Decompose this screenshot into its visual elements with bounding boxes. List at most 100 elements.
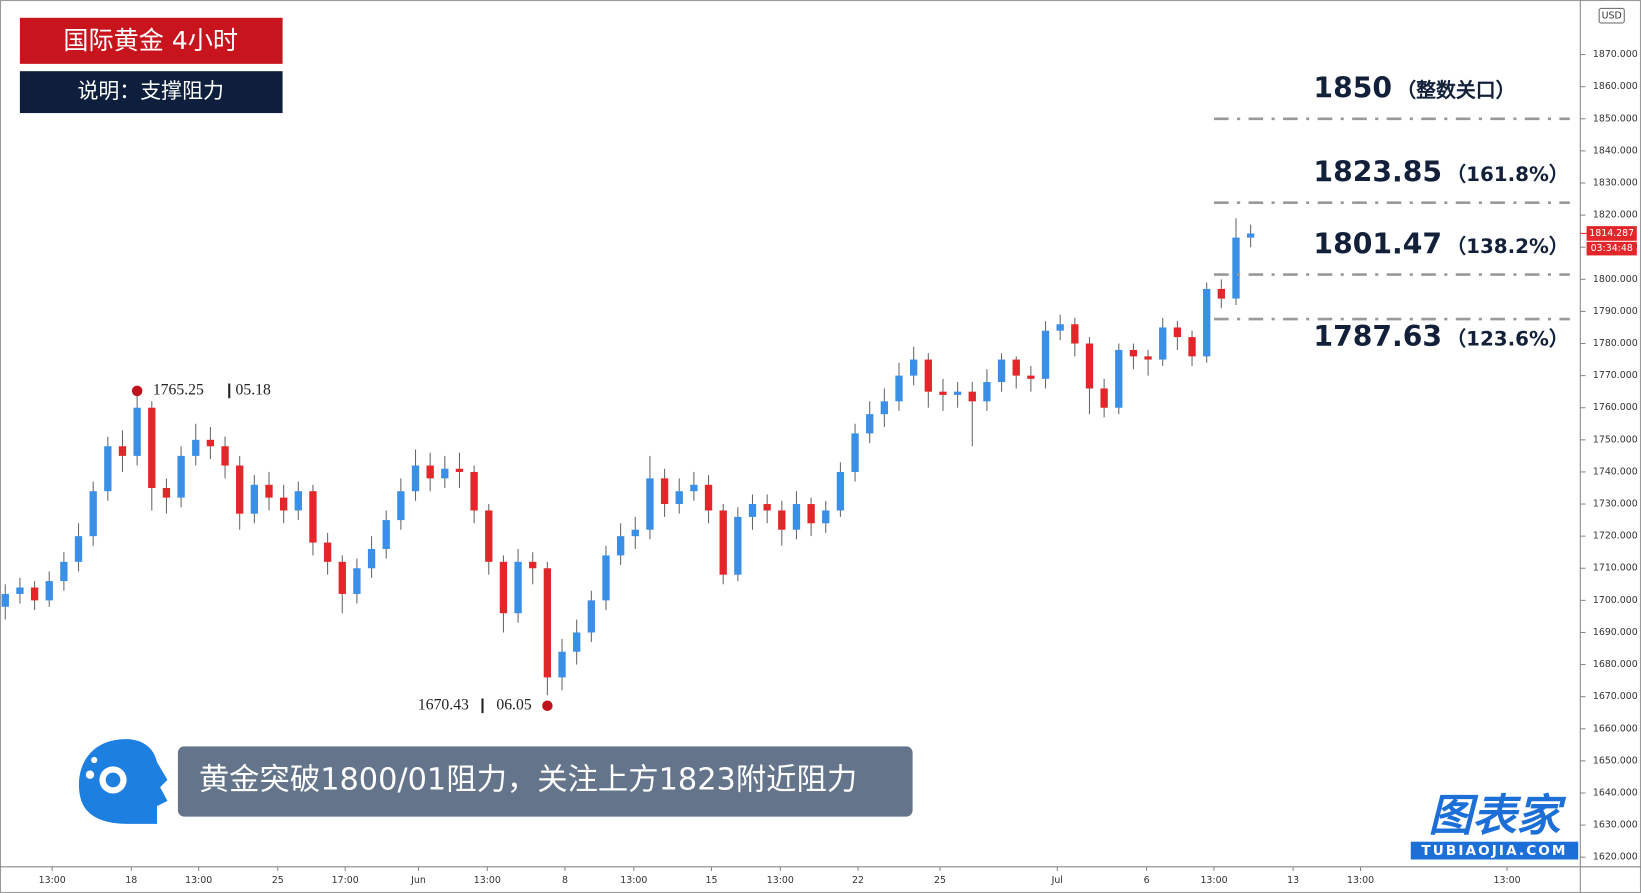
candle-body	[1144, 356, 1152, 360]
candle-body	[1100, 388, 1108, 408]
candle-body	[382, 520, 390, 549]
candle-body	[997, 359, 1006, 383]
candle-body	[558, 651, 566, 678]
candle-body	[1159, 327, 1167, 360]
candle-body	[323, 542, 332, 562]
candle-body	[909, 359, 918, 376]
candle-body	[265, 484, 273, 498]
candle-body	[499, 561, 508, 614]
candle-body	[1188, 337, 1196, 357]
candle-body	[953, 391, 962, 395]
candle-body	[734, 516, 742, 575]
candle-body	[148, 407, 156, 488]
candle-body	[353, 568, 361, 594]
logo: 图表家	[1429, 791, 1567, 842]
candle-body	[250, 484, 259, 514]
candle-body	[602, 555, 610, 601]
x-tick-label: 13:00	[1347, 875, 1374, 886]
y-tick-label: 1670.000	[1593, 691, 1638, 702]
candle-body	[631, 529, 639, 537]
y-tick-label: 1860.000	[1593, 81, 1638, 92]
candle-body	[1129, 349, 1138, 357]
extreme-date: 06.05	[496, 696, 531, 713]
x-tick-label: Jun	[410, 875, 426, 886]
subtitle: 说明：支撑阻力	[77, 79, 223, 103]
caption-box	[177, 746, 913, 817]
title: 国际黄金 4小时	[63, 26, 238, 55]
candle-body	[16, 587, 24, 594]
candle-body	[118, 446, 127, 456]
y-tick-label: 1850.000	[1593, 113, 1638, 124]
extreme-marker	[131, 385, 143, 397]
candle-body	[792, 504, 801, 530]
candle-body	[74, 536, 83, 562]
x-tick-label: 13:00	[767, 875, 794, 886]
candle-body	[470, 471, 478, 511]
candle-body	[1115, 349, 1123, 408]
candle-body	[1203, 288, 1211, 357]
y-tick-label: 1730.000	[1593, 499, 1638, 510]
candle-body	[104, 446, 112, 492]
candle-body	[763, 504, 771, 511]
candle-body	[1, 593, 9, 607]
candle-body	[397, 491, 405, 521]
candle-body	[1071, 324, 1079, 344]
candle-body	[1246, 233, 1255, 238]
last-price-box	[1586, 226, 1637, 241]
level-note: （138.2%）	[1446, 235, 1569, 258]
x-tick-label: 17:00	[332, 875, 359, 886]
x-tick-label: 15	[705, 875, 717, 886]
candle-body	[939, 391, 947, 395]
candle-body	[704, 484, 713, 511]
y-tick-label: 1710.000	[1593, 563, 1638, 574]
y-tick-label: 1720.000	[1593, 531, 1638, 542]
candle-body	[529, 561, 537, 569]
candle-body	[1012, 359, 1020, 376]
y-tick-label: 1750.000	[1593, 434, 1638, 445]
y-tick-label: 1660.000	[1593, 723, 1638, 734]
candle-body	[177, 455, 185, 498]
x-tick-label: 13:00	[39, 875, 66, 886]
candle-body	[1232, 237, 1240, 299]
candle-body	[236, 465, 244, 514]
level-note: （整数关口）	[1396, 79, 1515, 102]
y-tick-label: 1760.000	[1593, 402, 1638, 413]
y-tick-label: 1700.000	[1593, 595, 1638, 606]
candle-body	[690, 484, 698, 492]
candle-body	[807, 504, 815, 524]
candle-body	[221, 446, 229, 466]
x-tick-label: Jul	[1051, 875, 1063, 886]
candle-body	[983, 382, 991, 402]
y-tick-label: 1800.000	[1593, 274, 1638, 285]
y-tick-label: 1650.000	[1593, 755, 1638, 766]
x-tick-label: 13	[1287, 875, 1299, 886]
candle-body	[1027, 375, 1035, 379]
x-tick-label: 22	[852, 875, 864, 886]
level-value: 1850	[1313, 71, 1392, 104]
y-tick-label: 1690.000	[1593, 627, 1638, 638]
candle-body	[455, 468, 464, 472]
candle-body	[89, 491, 97, 537]
candle-body	[1041, 330, 1050, 379]
candle-body	[880, 401, 889, 415]
candle-body	[309, 491, 317, 543]
candle-body	[1056, 324, 1064, 331]
y-tick-label: 1790.000	[1593, 306, 1638, 317]
y-tick-label: 1630.000	[1593, 820, 1638, 831]
candle-body	[426, 465, 434, 479]
subtitle-box	[19, 71, 283, 114]
countdown-box	[1586, 241, 1637, 256]
candle-body	[1085, 343, 1094, 389]
x-tick-label: 13:00	[185, 875, 212, 886]
y-tick-label: 1740.000	[1593, 466, 1638, 477]
candle-body	[778, 510, 786, 530]
candle-body	[924, 359, 932, 392]
x-tick-label: 13:00	[1493, 875, 1520, 886]
level-value: 1787.63	[1313, 320, 1442, 353]
y-tick-label: 1770.000	[1593, 370, 1638, 381]
candle-body	[851, 433, 859, 472]
extreme-price: 1765.25	[153, 381, 204, 398]
extreme-marker	[542, 700, 553, 711]
candle-body	[514, 561, 522, 614]
